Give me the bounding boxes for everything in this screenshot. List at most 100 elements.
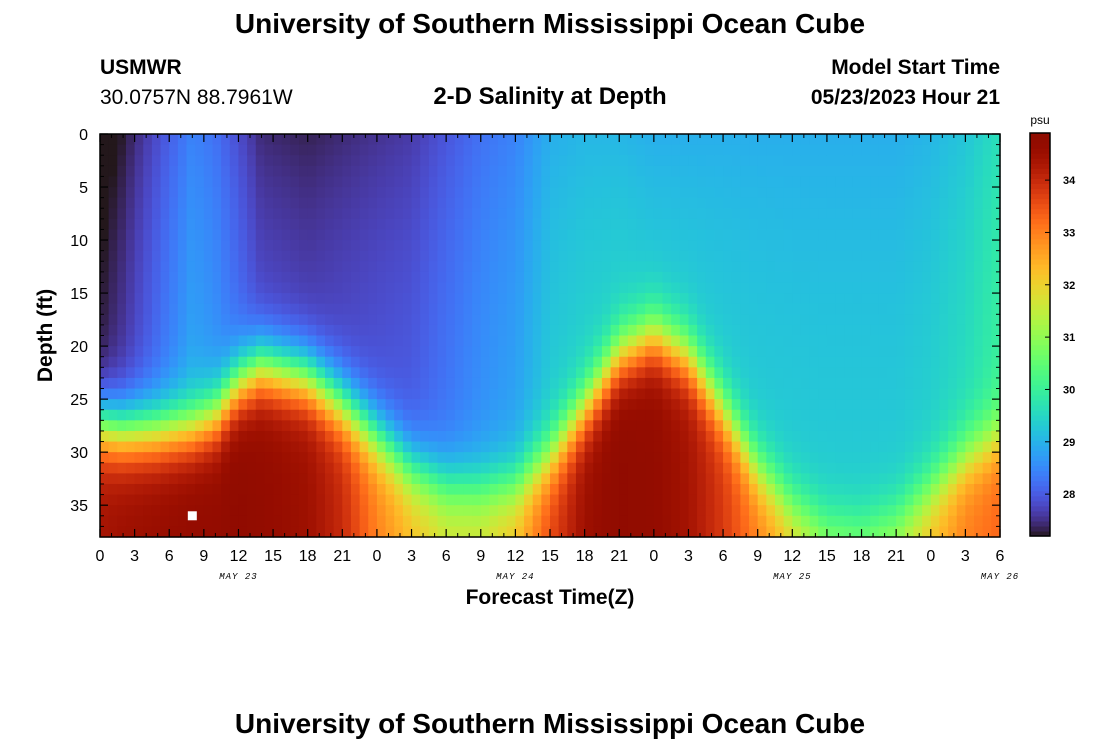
heatmap-cell: [143, 505, 153, 517]
heatmap-cell: [350, 324, 361, 337]
heatmap-cell: [480, 229, 491, 241]
heatmap-cell: [783, 314, 793, 326]
heatmap-cell: [956, 155, 966, 167]
heatmap-cell: [221, 367, 231, 379]
heatmap-cell: [212, 515, 222, 527]
heatmap-cell: [203, 208, 214, 220]
heatmap-cell: [515, 462, 525, 474]
heatmap-cell: [169, 208, 179, 220]
heatmap-cell: [524, 526, 534, 538]
heatmap-cell: [792, 208, 802, 220]
heatmap-cell: [558, 526, 568, 538]
heatmap-cell: [948, 462, 958, 474]
heatmap-cell: [281, 250, 291, 262]
heatmap-cell: [221, 134, 231, 146]
heatmap-cell: [437, 515, 447, 527]
heatmap-cell: [550, 218, 560, 231]
heatmap-cell: [852, 515, 863, 527]
heatmap-cell: [593, 377, 603, 390]
heatmap-cell: [723, 303, 733, 315]
heatmap-cell: [342, 155, 352, 167]
heatmap-cell: [956, 218, 966, 231]
heatmap-cell: [117, 462, 127, 474]
heatmap-cell: [870, 250, 880, 262]
heatmap-cell: [472, 208, 482, 220]
heatmap-cell: [402, 409, 413, 421]
heatmap-cell: [489, 473, 499, 485]
heatmap-cell: [775, 388, 785, 400]
heatmap-cell: [221, 218, 231, 231]
heatmap-cell: [749, 282, 759, 294]
heatmap-cell: [645, 144, 655, 156]
heatmap-cell: [956, 240, 966, 252]
heatmap-cell: [541, 515, 551, 527]
heatmap-cell: [255, 293, 266, 305]
heatmap-cell: [411, 452, 421, 464]
heatmap-cell: [238, 155, 248, 167]
heatmap-cell: [134, 526, 144, 538]
heatmap-cell: [749, 346, 759, 358]
heatmap-cell: [411, 346, 421, 358]
heatmap-cell: [835, 473, 845, 485]
heatmap-cell: [160, 441, 170, 453]
heatmap-cell: [221, 399, 231, 411]
heatmap-cell: [420, 505, 430, 517]
heatmap-cell: [203, 134, 214, 146]
heatmap-cell: [350, 452, 361, 464]
heatmap-cell: [878, 377, 889, 390]
heatmap-cell: [671, 282, 681, 294]
heatmap-cell: [575, 155, 586, 167]
heatmap-cell: [965, 505, 975, 517]
heatmap-cell: [385, 420, 395, 432]
heatmap-cell: [835, 367, 845, 379]
heatmap-cell: [411, 473, 421, 485]
heatmap-cell: [800, 335, 811, 347]
heatmap-cell: [766, 303, 776, 315]
heatmap-cell: [749, 420, 759, 432]
heatmap-cell: [134, 483, 144, 496]
heatmap-cell: [705, 314, 716, 326]
heatmap-cell: [402, 483, 413, 496]
heatmap-cell: [342, 462, 352, 474]
heatmap-cell: [195, 399, 205, 411]
heatmap-cell: [974, 261, 984, 273]
heatmap-cell: [584, 388, 594, 400]
heatmap-cell: [783, 324, 793, 337]
heatmap-cell: [480, 346, 491, 358]
heatmap-cell: [688, 399, 698, 411]
heatmap-cell: [593, 271, 603, 284]
heatmap-cell: [740, 526, 750, 538]
heatmap-cell: [376, 441, 387, 453]
heatmap-cell: [896, 155, 906, 167]
heatmap-cell: [593, 505, 603, 517]
heatmap-cell: [775, 452, 785, 464]
heatmap-cell: [316, 197, 326, 209]
heatmap-cell: [653, 293, 664, 305]
heatmap-cell: [913, 526, 923, 538]
heatmap-cell: [195, 388, 205, 400]
heatmap-cell: [437, 452, 447, 464]
heatmap-cell: [930, 144, 941, 156]
heatmap-cell: [645, 165, 655, 178]
heatmap-cell: [679, 250, 690, 262]
heatmap-cell: [143, 250, 153, 262]
heatmap-cell: [601, 197, 612, 209]
heatmap-cell: [991, 452, 1001, 464]
heatmap-cell: [948, 293, 958, 305]
heatmap-cell: [653, 346, 664, 358]
heatmap-cell: [965, 250, 975, 262]
heatmap-cell: [368, 483, 378, 496]
colorbar-segment: [1030, 324, 1050, 331]
heatmap-cell: [203, 526, 214, 538]
heatmap-cell: [688, 452, 698, 464]
heatmap-cell: [420, 526, 430, 538]
heatmap-cell: [653, 399, 664, 411]
heatmap-cell: [229, 282, 240, 294]
heatmap-cell: [593, 494, 603, 506]
heatmap-cell: [489, 218, 499, 231]
heatmap-cell: [177, 526, 188, 538]
heatmap-cell: [221, 462, 231, 474]
heatmap-cell: [524, 229, 534, 241]
heatmap-cell: [904, 261, 915, 273]
